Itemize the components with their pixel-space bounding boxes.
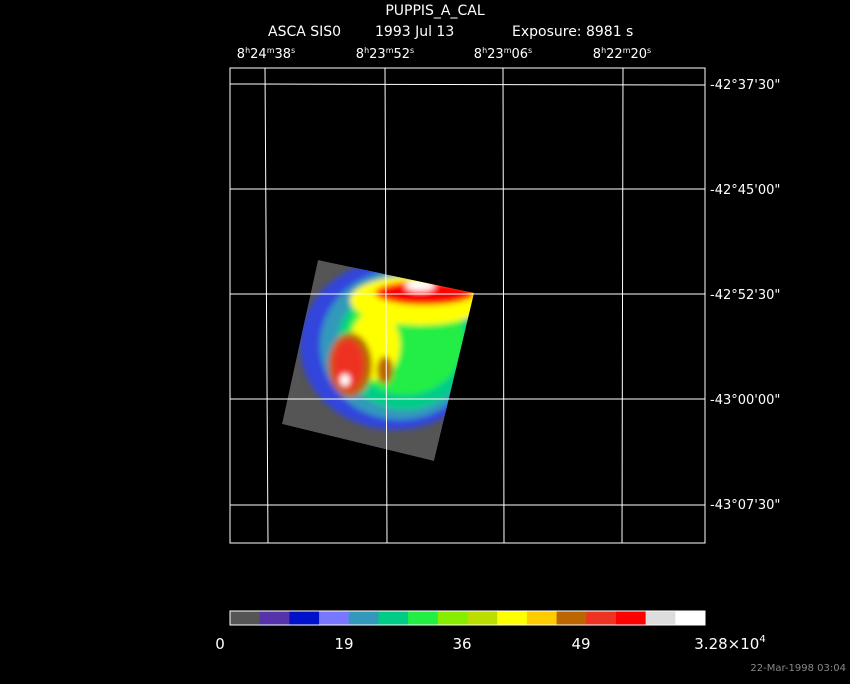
number: 8: [356, 47, 364, 62]
colorbar-swatch: [230, 611, 261, 625]
ra-label: 8h23m52s: [356, 46, 414, 62]
number: 8: [474, 47, 482, 62]
colorbar-swatch: [526, 611, 558, 625]
ra-labels: 8h24m38s 8h23m52s 8h23m06s 8h22m20s: [237, 46, 651, 62]
colorbar-label: 0: [215, 635, 225, 653]
number: 8: [237, 47, 245, 62]
dec-label: -42°37'30": [710, 78, 780, 93]
colorbar-swatch: [348, 611, 379, 625]
unit: h: [245, 46, 250, 55]
title: PUPPIS_A_CAL: [385, 3, 485, 19]
unit: s: [291, 46, 295, 55]
unit: m: [504, 46, 512, 55]
number: 22: [606, 47, 623, 62]
timestamp: 22-Mar-1998 03:04: [750, 663, 846, 674]
colorbar-swatch: [675, 611, 706, 625]
dec-label: -42°52'30": [710, 288, 780, 303]
colorbar-swatch: [497, 611, 528, 625]
unit: h: [482, 46, 487, 55]
colorbar-swatch: [467, 611, 498, 625]
unit: m: [267, 46, 275, 55]
unit: s: [410, 46, 414, 55]
instrument: ASCA SIS0: [268, 24, 341, 40]
colorbar-swatch: [289, 611, 320, 625]
colorbar-swatch: [378, 611, 409, 625]
ra-label: 8h24m38s: [237, 46, 295, 62]
colorbar-swatch: [259, 611, 290, 625]
number: 06: [511, 47, 528, 62]
dec-label: -42°45'00": [710, 183, 780, 198]
colorbar-swatch: [437, 611, 468, 625]
dec-label: -43°07'30": [710, 498, 780, 513]
dec-label: -43°00'00": [710, 393, 780, 408]
unit: s: [647, 46, 651, 55]
colorbar-label: 49: [571, 635, 590, 653]
dec-labels: -42°37'30" -42°45'00" -42°52'30" -43°00'00"…: [710, 78, 780, 513]
ra-label: 8h23m06s: [474, 46, 532, 62]
unit: m: [386, 46, 394, 55]
number: 23: [487, 47, 504, 62]
colorbar-swatch: [615, 611, 647, 625]
coordinate-grid: [229, 67, 706, 544]
ra-label: 8h22m20s: [593, 46, 651, 62]
colorbar-swatch: [408, 611, 439, 625]
colorbar-label: 36: [452, 635, 471, 653]
unit: h: [601, 46, 606, 55]
unit: s: [528, 46, 532, 55]
unit: h: [364, 46, 369, 55]
frame: [229, 67, 706, 544]
sky-image: [282, 260, 474, 461]
date: 1993 Jul 13: [375, 24, 454, 40]
number: 38: [274, 47, 291, 62]
number: 24: [250, 47, 267, 62]
unit: m: [623, 46, 631, 55]
colorbar-frame: [229, 610, 706, 626]
number: 20: [630, 47, 647, 62]
colorbar-swatch: [556, 611, 587, 625]
number: 8: [593, 47, 601, 62]
colorbar-label: 3.28×104: [694, 634, 765, 653]
exposure: Exposure: 8981 s: [512, 24, 633, 40]
colorbar: 0 19 36 49 3.28×104: [215, 610, 766, 653]
number: 52: [393, 47, 410, 62]
colorbar-label: 19: [334, 635, 353, 653]
number: 23: [369, 47, 386, 62]
mantissa: 3.28×10: [694, 635, 759, 653]
colorbar-swatch: [319, 611, 350, 625]
colorbar-swatch: [645, 611, 676, 625]
colorbar-swatch: [586, 611, 617, 625]
exponent: 4: [759, 634, 765, 645]
